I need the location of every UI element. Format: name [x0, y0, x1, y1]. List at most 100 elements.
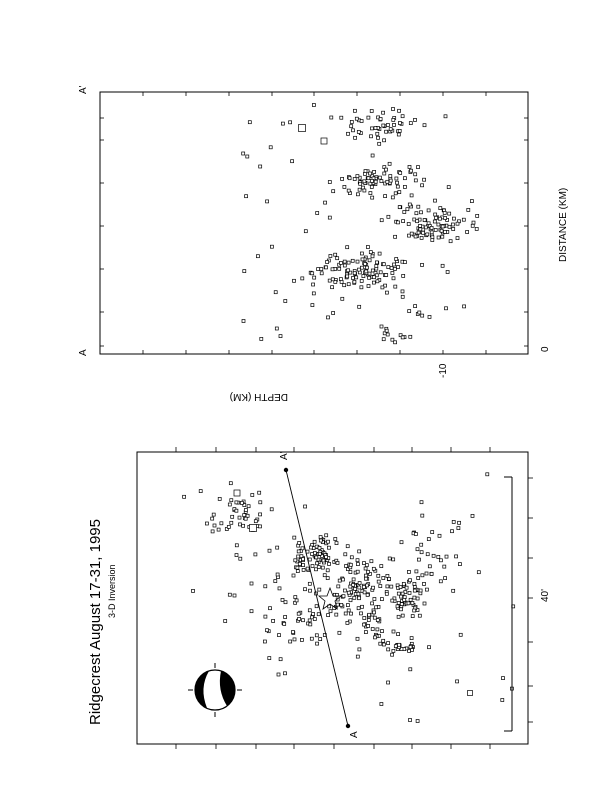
xsec-hypocenter-point	[470, 223, 475, 228]
xsec-hypocenter-point	[368, 171, 372, 176]
map-frame	[136, 451, 529, 745]
map-epicenter-point	[344, 564, 348, 568]
map-epicenter-point	[365, 593, 370, 597]
xsec-hypocenter-point	[434, 215, 438, 220]
map-epicenter-point	[409, 636, 414, 640]
map-epicenter-point	[346, 608, 351, 613]
xsec-hypocenter-point	[400, 294, 405, 299]
xsec-hypocenter-point	[386, 214, 391, 219]
xsec-hypocenter-point	[346, 131, 350, 136]
map-epicenter-point	[408, 645, 413, 649]
map-epicenter-point	[229, 520, 234, 525]
map-epicenter-point	[379, 564, 384, 568]
xsec-hypocenter-point	[436, 222, 441, 227]
xsec-hypocenter-point	[408, 121, 413, 125]
xsec-hypocenter-point	[369, 185, 374, 189]
map-epicenter-point	[238, 522, 242, 527]
map-epicenter-point	[457, 520, 461, 525]
map-epicenter-point	[282, 622, 287, 626]
map-epicenter-point	[314, 555, 319, 560]
map-epicenter-point	[370, 601, 374, 606]
xsec-hypocenter-point	[389, 266, 394, 270]
map-epicenter-point	[310, 564, 315, 568]
xsec-hypocenter-point	[358, 181, 363, 186]
xsec-hypocenter-point	[363, 262, 367, 266]
map-epicenter-point	[277, 633, 281, 637]
xsec-hypocenter-point	[331, 311, 335, 315]
xsec-hypocenter-point	[359, 285, 364, 290]
map-epicenter-point	[385, 584, 390, 589]
map-epicenter-point	[408, 667, 413, 672]
xsec-hypocenter-point	[258, 164, 263, 169]
map-epicenter-point	[357, 647, 362, 652]
map-epicenter-point	[343, 552, 348, 557]
map-epicenter-point	[417, 557, 421, 562]
xsec-hypocenter-point	[352, 279, 357, 284]
map-epicenter-point	[402, 598, 407, 602]
map-epicenter-point	[458, 562, 462, 566]
xsec-hypocenter-point	[384, 129, 388, 134]
xsec-hypocenter-point	[422, 123, 427, 128]
map-epicenter-point	[345, 544, 350, 549]
map-epicenter-point	[345, 621, 350, 625]
map-epicenter-point	[339, 603, 344, 607]
xsec-hypocenter-point	[370, 268, 375, 273]
xsec-hypocenter-point	[415, 219, 419, 224]
map-epicenter-point	[242, 503, 247, 507]
xsec-hypocenter-point	[319, 267, 324, 271]
map-epicenter-point	[310, 552, 314, 556]
xsec-large-event-point	[298, 124, 306, 132]
map-epicenter-point	[226, 525, 231, 529]
xsec-hypocenter-point	[353, 108, 357, 113]
map-epicenter-point	[378, 641, 383, 646]
map-epicenter-point	[386, 647, 391, 652]
map-epicenter-point	[369, 559, 374, 564]
map-epicenter-point	[312, 539, 317, 544]
xsec-hypocenter-point	[366, 245, 370, 249]
xsec-hypocenter-point	[349, 120, 354, 124]
xsec-hypocenter-point	[278, 334, 283, 338]
xsec-hypocenter-point	[433, 212, 438, 217]
xsec-hypocenter-point	[379, 324, 384, 329]
map-epicenter-point	[362, 590, 367, 595]
map-epicenter-point	[257, 490, 262, 495]
xsec-hypocenter-point	[361, 274, 366, 278]
map-epicenter-point	[371, 585, 375, 590]
map-epicenter-point	[366, 624, 370, 628]
xsec-hypocenter-point	[363, 169, 368, 173]
map-epicenter-point	[372, 610, 376, 615]
xsec-label-a: A	[78, 349, 89, 356]
map-panel: A' A 40' Ridgecrest August 17-31, 1995 3…	[87, 447, 551, 749]
map-epicenter-point	[326, 539, 330, 544]
xsec-hypocenter-point	[451, 222, 455, 227]
map-epicenter-point	[343, 611, 348, 616]
map-epicenter-point	[467, 690, 473, 696]
map-epicenter-point	[400, 613, 405, 618]
xsec-hypocenter-point	[466, 208, 471, 212]
map-epicenter-point	[389, 584, 394, 589]
xsec-hypocenter-point	[393, 340, 397, 345]
xsec-hypocenter-point	[461, 217, 466, 222]
map-epicenter-point	[399, 540, 404, 545]
map-epicenter-point	[363, 566, 368, 571]
map-epicenter-point	[386, 641, 390, 645]
map-epicenter-point	[359, 611, 363, 616]
map-epicenter-point	[283, 671, 287, 676]
xsec-hypocenter-point	[346, 260, 351, 265]
map-epicenter-point	[283, 600, 288, 605]
map-epicenter-point	[357, 596, 361, 601]
xsec-hypocenter-point	[351, 276, 355, 280]
xsec-hypocenter-point	[418, 224, 422, 228]
map-epicenter-point	[283, 615, 287, 619]
map-epicenter-point	[419, 542, 424, 547]
xsec-hypocenter-point	[357, 267, 361, 272]
xsec-hypocenter-point	[335, 256, 340, 261]
map-epicenter-point	[224, 527, 229, 531]
map-epicenter-point	[422, 582, 426, 586]
xsec-hypocenter-point	[426, 208, 431, 213]
xsec-hypocenter-point	[273, 290, 278, 295]
xsec-hypocenter-point	[376, 135, 380, 140]
map-epicenter-point	[216, 527, 221, 532]
map-epicenter-point	[324, 533, 329, 538]
map-epicenter-point	[315, 561, 319, 566]
